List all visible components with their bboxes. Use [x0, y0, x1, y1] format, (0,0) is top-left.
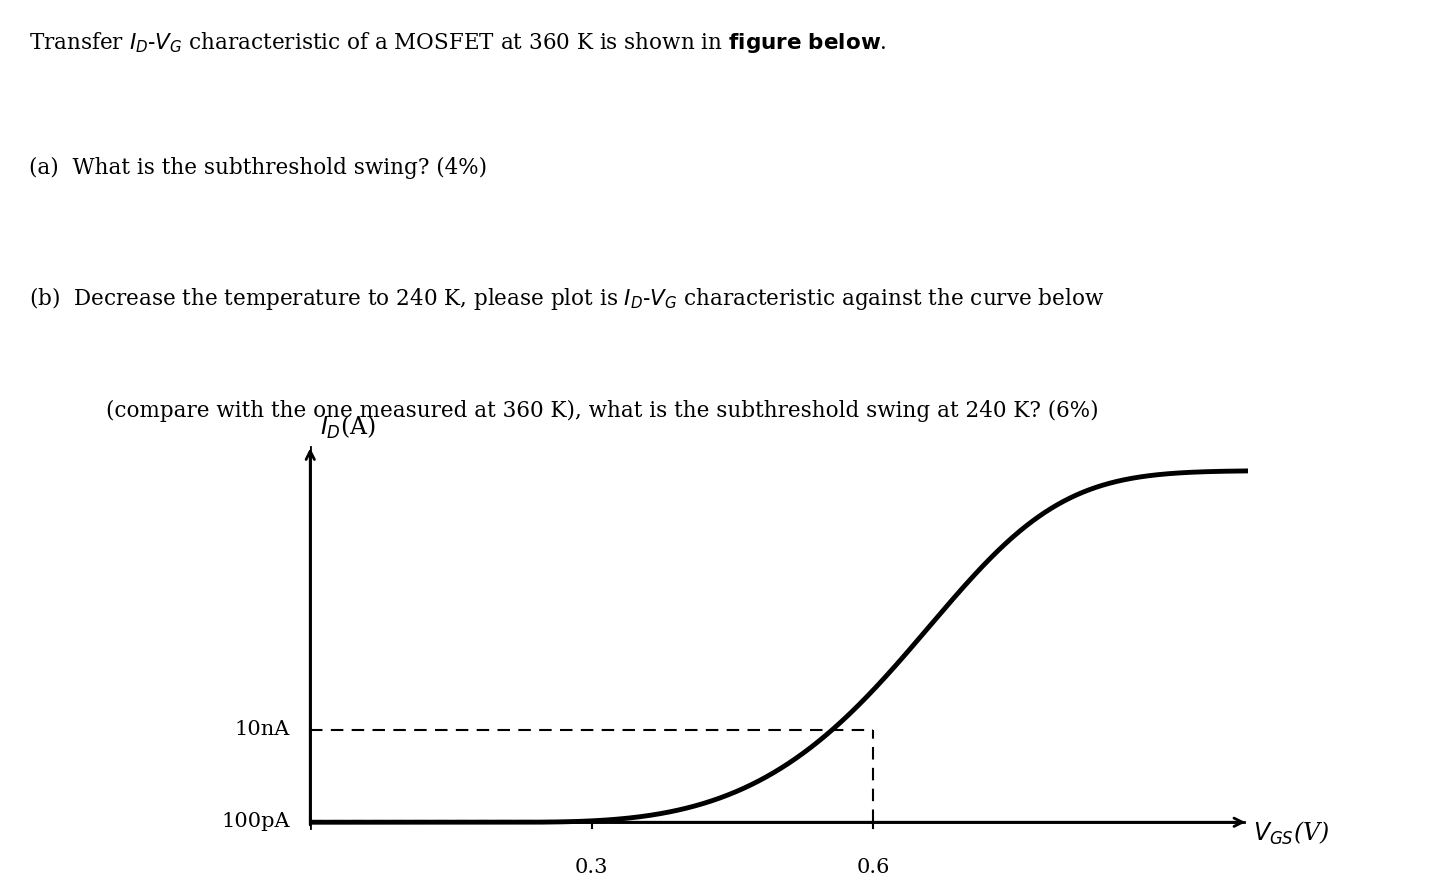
- Text: Transfer $I_D$-$V_G$ characteristic of a MOSFET at 360 K is shown in $\bf{figure: Transfer $I_D$-$V_G$ characteristic of a…: [29, 29, 886, 55]
- Text: (a)  What is the subthreshold swing? (4%): (a) What is the subthreshold swing? (4%): [29, 158, 486, 179]
- Text: 0.3: 0.3: [574, 858, 609, 877]
- Text: (b)  Decrease the temperature to 240 K, please plot is $I_D$-$V_G$ characteristi: (b) Decrease the temperature to 240 K, p…: [29, 285, 1104, 312]
- Text: 10nA: 10nA: [234, 720, 290, 739]
- Text: (compare with the one measured at 360 K), what is the subthreshold swing at 240 : (compare with the one measured at 360 K)…: [105, 400, 1098, 422]
- Text: 100pA: 100pA: [221, 812, 290, 831]
- Text: $I_D$(A): $I_D$(A): [320, 414, 375, 442]
- Text: $V_{GS}$(V): $V_{GS}$(V): [1253, 820, 1329, 847]
- Text: 0.6: 0.6: [856, 858, 890, 877]
